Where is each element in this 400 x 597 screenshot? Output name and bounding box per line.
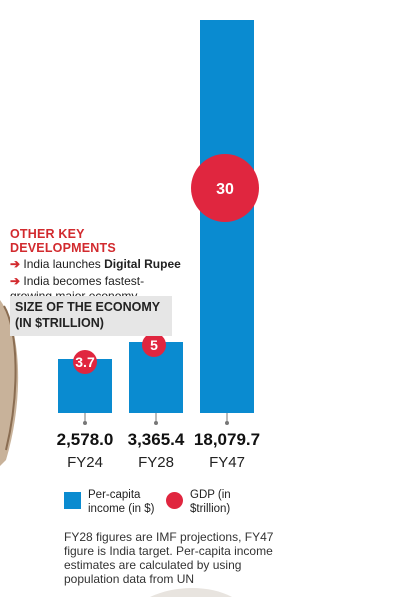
chart-title: SIZE OF THE ECONOMY (IN $TRILLION) (15, 300, 160, 330)
development-item-text: India launches (23, 257, 105, 271)
bar-value-label-fy28: 3,365.4 (128, 430, 185, 449)
footnote: FY28 figures are IMF projections, FY47 f… (64, 530, 274, 586)
x-tick-dot-fy28 (154, 421, 158, 425)
legend: Per-capita income (in $) GDP (in $trilli… (64, 486, 364, 522)
gdp-dot-label-fy24: 3.7 (75, 354, 95, 370)
category-label-fy24: FY24 (67, 454, 103, 471)
legend-bar-label: Per-capita income (in $) (88, 489, 155, 515)
gdp-dot-label-fy28: 5 (150, 337, 158, 353)
development-item-digital-rupee: ➔ India launches Digital Rupee (10, 257, 185, 272)
x-tick-dot-fy47 (225, 421, 229, 425)
arrow-right-icon: ➔ (10, 257, 21, 271)
economy-size-header: SIZE OF THE ECONOMY (IN $TRILLION) (10, 296, 172, 336)
legend-dot-swatch (166, 492, 183, 509)
category-label-fy28: FY28 (138, 454, 174, 471)
gdp-dot-fy47 (191, 154, 259, 222)
category-label-fy47: FY47 (209, 454, 245, 471)
gdp-dot-label-fy47: 30 (216, 181, 234, 198)
development-item-bold: Digital Rupee (104, 257, 181, 271)
arrow-right-icon: ➔ (10, 274, 21, 288)
bar-value-label-fy24: 2,578.0 (57, 430, 114, 449)
x-tick-dot-fy24 (83, 421, 87, 425)
gdp-dot-fy24 (73, 350, 97, 374)
legend-bar-swatch (64, 492, 81, 509)
gdp-dot-fy28 (142, 333, 166, 357)
developments-panel: OTHER KEY DEVELOPMENTS ➔ India launches … (10, 227, 185, 304)
legend-dot-label: GDP (in $trillion) (190, 489, 231, 515)
bar-value-label-fy47: 18,079.7 (194, 430, 260, 449)
developments-title: OTHER KEY DEVELOPMENTS (10, 227, 116, 255)
